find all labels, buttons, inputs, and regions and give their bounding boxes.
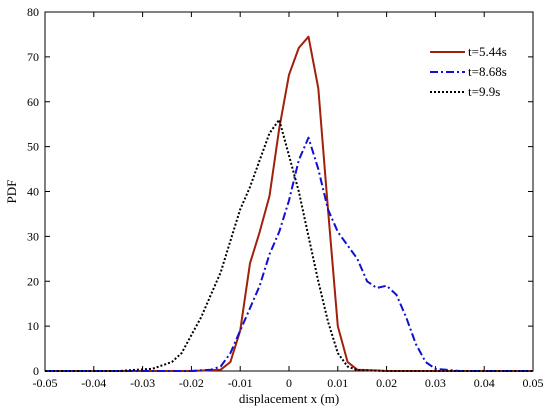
y-tick-label: 0 — [33, 364, 39, 378]
tick-group: -0.05 -0.04 -0.03 -0.02 -0.01 0 0.01 0.02 0.03 0.… — [27, 5, 544, 390]
plot-frame — [44, 11, 534, 372]
x-tick-label: 0 — [286, 376, 292, 390]
y-tick-label: 70 — [27, 50, 39, 64]
y-tick-label: 40 — [27, 185, 39, 199]
x-tick-label: -0.04 — [81, 376, 106, 390]
x-axis-label: displacement x (m) — [239, 391, 339, 406]
y-tick-label: 20 — [27, 274, 39, 288]
series-group — [45, 35, 533, 372]
x-tick-label: -0.05 — [33, 376, 58, 390]
series-line-t=9.9s — [45, 118, 533, 372]
legend-label: t=9.9s — [468, 84, 500, 99]
y-tick-label: 80 — [27, 5, 39, 19]
x-tick-label: 0.01 — [327, 376, 348, 390]
legend: t=5.44s t=8.68s t=9.9s — [430, 44, 507, 99]
y-axis-label: PDF — [4, 180, 19, 204]
y-tick-label: 10 — [27, 319, 39, 333]
legend-label: t=5.44s — [468, 44, 507, 59]
x-tick-label: -0.01 — [228, 376, 253, 390]
y-tick-label: 60 — [27, 95, 39, 109]
y-tick-label: 50 — [27, 140, 39, 154]
x-tick-label: 0.03 — [425, 376, 446, 390]
x-tick-label: 0.02 — [376, 376, 397, 390]
x-tick-label: -0.03 — [130, 376, 155, 390]
y-tick-label: 30 — [27, 229, 39, 243]
series-line-t=8.68s — [45, 136, 533, 372]
series-line-t=5.44s — [45, 35, 533, 372]
x-tick-label: 0.05 — [523, 376, 544, 390]
x-tick-label: 0.04 — [474, 376, 495, 390]
legend-label: t=8.68s — [468, 64, 507, 79]
x-tick-label: -0.02 — [179, 376, 204, 390]
